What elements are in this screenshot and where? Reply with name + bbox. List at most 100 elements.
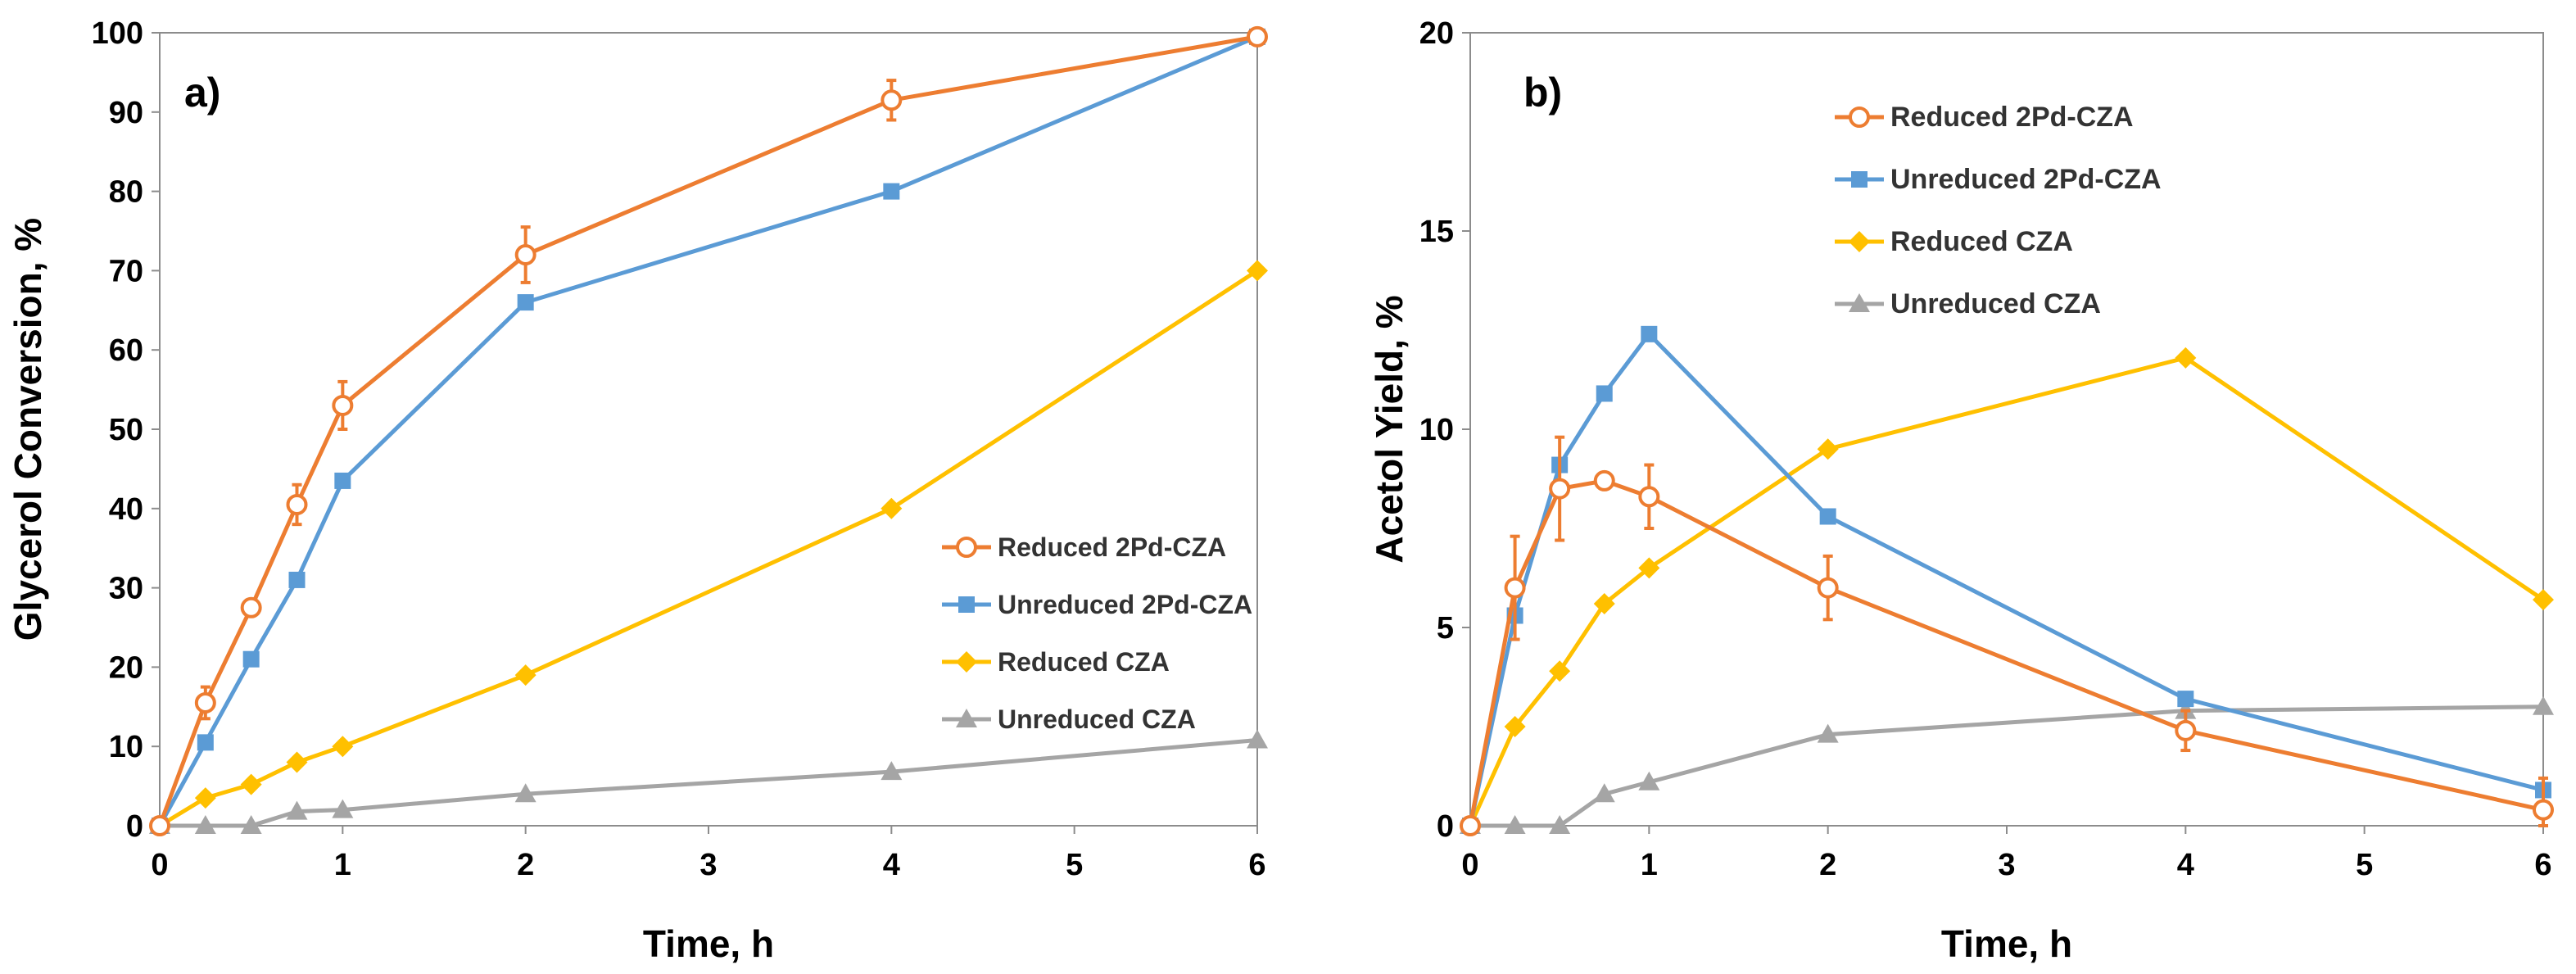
panel-a-point-reduced-cza: [287, 752, 308, 773]
panel-a-panel-label: a): [184, 70, 220, 116]
panel-a-point-unreduced-2pd-cza: [883, 183, 899, 200]
panel-b-chart: 051015200 1 2 3 4 5 6Time, hAcetol Yield, %b)R…: [1368, 16, 2554, 965]
panel-a-y-tick-label: 30: [109, 572, 143, 606]
panel-a-x-tick-label: 0: [151, 848, 168, 882]
panel-b-point-reduced-cza: [1818, 438, 1839, 460]
panel-b-legend-label: Reduced CZA: [1890, 226, 2073, 257]
panel-b-line-unreduced-cza: [1470, 707, 2543, 826]
panel-a-y-tick-label: 20: [109, 650, 143, 685]
panel-b-series-reduced-cza: [1460, 347, 2554, 836]
panel-a-x-tick-label: 5: [1066, 848, 1083, 882]
panel-a-x-tick-label: 1: [334, 848, 351, 882]
panel-b-point-reduced-2pd-cza: [1506, 579, 1524, 597]
panel-b-legend-swatch-marker: [1851, 171, 1867, 188]
panel-b-y-tick-label: 5: [1437, 611, 1454, 646]
panel-b-point-unreduced-2pd-cza: [2177, 691, 2193, 707]
panel-b-legend-item-reduced-cza: Reduced CZA: [1835, 226, 2073, 257]
panel-b-y-tick-label: 20: [1419, 16, 1454, 51]
panel-b-legend: Reduced 2Pd-CZA Unreduced 2Pd-CZA Reduced …: [1835, 102, 2162, 319]
panel-b-point-reduced-2pd-cza: [1596, 472, 1614, 490]
panel-b-legend-label: Unreduced 2Pd-CZA: [1890, 164, 2162, 195]
panel-b-y-tick-label: 10: [1419, 413, 1454, 447]
panel-a-point-reduced-cza: [881, 498, 902, 519]
panel-b-y-axis-title: Acetol Yield, %: [1368, 295, 1410, 563]
panel-a-legend-item-reduced-cza: Reduced CZA: [942, 647, 1170, 677]
panel-a-point-reduced-2pd-cza: [288, 496, 306, 514]
panel-b-x-tick-label: 3: [1998, 848, 2015, 882]
panel-b-x-axis-title: Time, h: [1941, 922, 2072, 965]
panel-a-y-tick-label: 90: [109, 96, 143, 130]
panel-b-legend-label: Unreduced CZA: [1890, 288, 2101, 319]
panel-a-point-unreduced-2pd-cza: [518, 294, 534, 310]
panel-a-point-reduced-2pd-cza: [197, 694, 215, 712]
panel-a-point-unreduced-2pd-cza: [243, 651, 260, 668]
panel-a-legend: Reduced 2Pd-CZA Unreduced 2Pd-CZA Reduced …: [942, 532, 1252, 734]
panel-b-legend-item-unreduced-cza: Unreduced CZA: [1835, 288, 2101, 319]
panel-a-point-reduced-cza: [1247, 260, 1268, 281]
panel-a-y-axis-title: Glycerol Conversion, %: [7, 218, 49, 641]
panel-b-point-reduced-2pd-cza: [1461, 817, 1479, 835]
panel-a-y-tick-label: 80: [109, 175, 143, 210]
panel-a-y-tick-label: 50: [109, 413, 143, 447]
panel-b-point-unreduced-2pd-cza: [1820, 508, 1836, 524]
panel-a-point-unreduced-2pd-cza: [334, 473, 351, 489]
panel-a-point-reduced-2pd-cza: [517, 246, 535, 264]
panel-b-point-reduced-2pd-cza: [1819, 579, 1837, 597]
panel-a-point-reduced-cza: [332, 736, 353, 757]
panel-a-legend-swatch-marker: [956, 651, 977, 673]
panel-b-x-tick-label: 0: [1461, 848, 1478, 882]
panel-b-legend-label: Reduced 2Pd-CZA: [1890, 102, 2134, 133]
panel-a-x-tick-label: 3: [699, 848, 717, 882]
panel-a-x-tick-label: 4: [883, 848, 900, 882]
panel-a-legend-label: Reduced CZA: [998, 647, 1170, 677]
panel-a-y-tick-label: 100: [92, 16, 143, 51]
panel-b-point-unreduced-2pd-cza: [1641, 326, 1657, 342]
panel-a-y-tick-label: 0: [126, 809, 143, 844]
panel-b-point-reduced-2pd-cza: [1551, 480, 1569, 498]
panel-b-line-reduced-2pd-cza: [1470, 481, 2543, 826]
panel-b-point-reduced-2pd-cza: [2176, 722, 2194, 740]
panel-a-legend-item-reduced-2pd-cza: Reduced 2Pd-CZA: [942, 532, 1226, 562]
panel-b-y-tick-label: 0: [1437, 809, 1454, 844]
panel-b-point-reduced-2pd-cza: [2534, 801, 2552, 819]
panel-a-y-tick-label: 10: [109, 730, 143, 764]
panel-a-legend-label: Reduced 2Pd-CZA: [998, 532, 1226, 562]
panel-a-x-axis-title: Time, h: [643, 922, 774, 965]
panel-b-legend-item-unreduced-2pd-cza: Unreduced 2Pd-CZA: [1835, 164, 2162, 195]
panel-a-point-reduced-2pd-cza: [1248, 28, 1266, 46]
figure: 01020304050607080901000 1 2 3 4 5 6Time, hGlyc…: [0, 0, 2576, 974]
panel-a-y-tick-label: 60: [109, 333, 143, 368]
panel-a-legend-item-unreduced-2pd-cza: Unreduced 2Pd-CZA: [942, 590, 1252, 619]
panel-a-y-tick-label: 70: [109, 254, 143, 288]
panel-b-point-unreduced-2pd-cza: [1596, 385, 1613, 401]
panel-a-legend-swatch-marker: [958, 596, 975, 613]
panel-a-point-reduced-cza: [241, 774, 262, 795]
panel-a-legend-label: Unreduced 2Pd-CZA: [998, 590, 1252, 619]
panel-a-point-unreduced-2pd-cza: [289, 572, 306, 588]
panel-b-series-unreduced-cza: [1460, 696, 2554, 834]
panel-b-legend-item-reduced-2pd-cza: Reduced 2Pd-CZA: [1835, 102, 2134, 133]
panel-b-y-tick-label: 15: [1419, 215, 1454, 249]
panel-a-x-tick-label: 2: [517, 848, 534, 882]
panel-a-point-reduced-2pd-cza: [333, 396, 351, 415]
panel-b-line-reduced-cza: [1470, 358, 2543, 826]
panel-a-series-unreduced-cza: [149, 729, 1268, 834]
panel-b-x-tick-label: 2: [1819, 848, 1836, 882]
panel-b-x-tick-label: 1: [1641, 848, 1658, 882]
panel-b-legend-swatch-marker: [1850, 108, 1868, 126]
panel-a-point-reduced-cza: [195, 787, 216, 809]
panel-b-x-tick-label: 5: [2356, 848, 2373, 882]
panel-a-legend-item-unreduced-cza: Unreduced CZA: [942, 704, 1196, 734]
panel-a-y-tick-label: 40: [109, 492, 143, 527]
panel-a-point-reduced-2pd-cza: [242, 599, 260, 617]
panel-b-legend-swatch-marker: [1849, 231, 1870, 252]
panel-a-point-unreduced-2pd-cza: [197, 734, 214, 750]
panel-b-x-tick-label: 4: [2177, 848, 2194, 882]
panel-a-chart: 0 10 20 30 40 50 60 70 80 90 100 0 1 2 3 4 5 6 Time, h Glyc…: [7, 16, 1268, 965]
panel-a-point-reduced-2pd-cza: [882, 91, 900, 109]
panel-a-point-reduced-cza: [515, 664, 536, 686]
panel-a-legend-label: Unreduced CZA: [998, 704, 1196, 734]
panel-a-x-tick-label: 6: [1248, 848, 1265, 882]
panel-b-x-tick-label: 6: [2534, 848, 2551, 882]
panel-a-legend-swatch-marker: [958, 538, 976, 556]
